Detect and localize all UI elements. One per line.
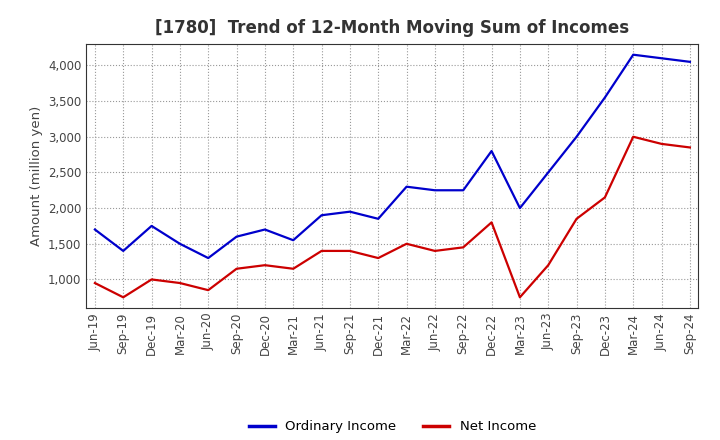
- Ordinary Income: [374, 216, 382, 221]
- Net Income: [119, 295, 127, 300]
- Net Income: [459, 245, 467, 250]
- Net Income: [91, 280, 99, 286]
- Ordinary Income: [431, 187, 439, 193]
- Net Income: [318, 248, 326, 253]
- Net Income: [176, 280, 184, 286]
- Net Income: [346, 248, 354, 253]
- Ordinary Income: [487, 148, 496, 154]
- Net Income: [572, 216, 581, 221]
- Line: Ordinary Income: Ordinary Income: [95, 55, 690, 258]
- Net Income: [261, 263, 269, 268]
- Ordinary Income: [176, 241, 184, 246]
- Ordinary Income: [516, 205, 524, 211]
- Net Income: [431, 248, 439, 253]
- Ordinary Income: [91, 227, 99, 232]
- Ordinary Income: [346, 209, 354, 214]
- Net Income: [544, 263, 552, 268]
- Ordinary Income: [544, 170, 552, 175]
- Net Income: [374, 255, 382, 260]
- Ordinary Income: [204, 255, 212, 260]
- Ordinary Income: [459, 187, 467, 193]
- Net Income: [148, 277, 156, 282]
- Ordinary Income: [572, 134, 581, 139]
- Line: Net Income: Net Income: [95, 137, 690, 297]
- Title: [1780]  Trend of 12-Month Moving Sum of Incomes: [1780] Trend of 12-Month Moving Sum of I…: [156, 19, 629, 37]
- Net Income: [233, 266, 241, 271]
- Ordinary Income: [261, 227, 269, 232]
- Net Income: [629, 134, 637, 139]
- Net Income: [600, 195, 609, 200]
- Ordinary Income: [600, 95, 609, 100]
- Net Income: [516, 295, 524, 300]
- Net Income: [402, 241, 411, 246]
- Ordinary Income: [233, 234, 241, 239]
- Net Income: [289, 266, 297, 271]
- Net Income: [204, 287, 212, 293]
- Ordinary Income: [318, 213, 326, 218]
- Ordinary Income: [289, 238, 297, 243]
- Ordinary Income: [148, 224, 156, 229]
- Ordinary Income: [119, 248, 127, 253]
- Ordinary Income: [629, 52, 637, 57]
- Legend: Ordinary Income, Net Income: Ordinary Income, Net Income: [243, 415, 541, 439]
- Ordinary Income: [657, 55, 666, 61]
- Y-axis label: Amount (million yen): Amount (million yen): [30, 106, 42, 246]
- Net Income: [487, 220, 496, 225]
- Net Income: [657, 141, 666, 147]
- Net Income: [685, 145, 694, 150]
- Ordinary Income: [685, 59, 694, 65]
- Ordinary Income: [402, 184, 411, 189]
